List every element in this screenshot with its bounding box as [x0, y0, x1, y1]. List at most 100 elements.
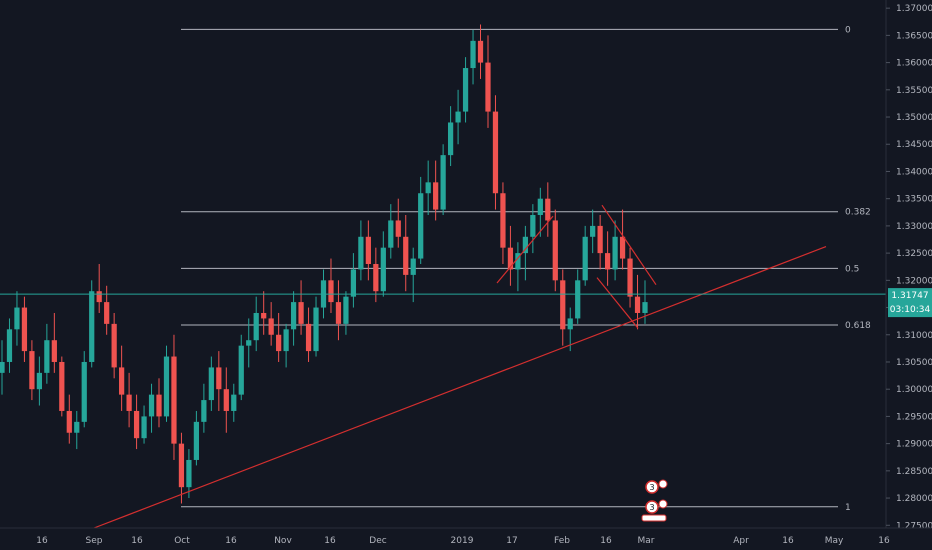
- candle-body: [403, 236, 409, 275]
- candle-body: [410, 258, 416, 275]
- trendline-flag-channel-lower[interactable]: [596, 277, 639, 329]
- fib-level-label: 1: [845, 503, 851, 513]
- candle-body: [388, 220, 394, 248]
- candle-body: [141, 416, 147, 439]
- time-axis-label: Feb: [554, 536, 570, 546]
- time-axis-label: Sep: [86, 536, 103, 546]
- event-marker-flag[interactable]: [641, 514, 667, 522]
- trendlines: [93, 204, 827, 529]
- candle-body: [238, 345, 244, 395]
- candle-body: [545, 198, 551, 221]
- candle-body: [0, 361, 5, 373]
- last-price-tag-bg: [888, 288, 932, 318]
- candle-body: [96, 291, 102, 303]
- time-axis: 16 Sep 16 Oct 16 Nov 16 Dec 2019 17 Feb 16 Mar Apr 16 M…: [0, 527, 932, 546]
- price-axis-label: 1.28500: [896, 467, 932, 477]
- time-axis-label: 16: [131, 536, 143, 546]
- candle-body: [6, 329, 13, 362]
- candle-body: [89, 291, 95, 362]
- time-axis-label: May: [825, 536, 844, 546]
- candle-body: [223, 389, 229, 411]
- event-markers[interactable]: 3 3: [641, 479, 668, 522]
- candle-body: [462, 68, 469, 112]
- candle-body: [313, 307, 319, 352]
- candle-body: [582, 236, 588, 281]
- candle-body: [447, 122, 454, 156]
- candle-body: [485, 62, 491, 112]
- price-axis-label: 1.29500: [896, 412, 932, 422]
- candle-body: [14, 307, 20, 330]
- candle-body: [148, 394, 155, 417]
- event-marker-lower[interactable]: 3: [641, 499, 668, 522]
- time-axis-label: 17: [506, 536, 517, 546]
- candle-body: [373, 264, 379, 292]
- candle-body: [492, 111, 499, 194]
- candle-body: [216, 367, 222, 390]
- time-axis-label: 16: [324, 536, 336, 546]
- price-axis-label: 1.35000: [896, 113, 932, 123]
- candle-body: [455, 111, 461, 123]
- candle-body: [298, 302, 304, 324]
- candle-body: [567, 318, 573, 330]
- event-marker-upper[interactable]: 3: [645, 479, 668, 494]
- trendline-flag-channel-upper[interactable]: [601, 204, 657, 286]
- price-axis-label: 1.29000: [896, 440, 932, 450]
- price-axis-label: 1.33000: [896, 222, 932, 232]
- candle-body: [36, 372, 43, 390]
- candle-body: [477, 40, 484, 63]
- time-axis-label: 16: [878, 536, 890, 546]
- time-axis-label: 16: [782, 536, 794, 546]
- candle-body: [44, 340, 50, 373]
- event-marker-secondary[interactable]: [658, 499, 668, 509]
- last-price-value: 1.31747: [891, 291, 928, 301]
- candle-body: [537, 198, 543, 216]
- price-candles: [0, 24, 648, 504]
- candle-body: [21, 307, 28, 352]
- fib-level-label: 0.5: [845, 264, 859, 274]
- candle-body: [522, 236, 528, 254]
- candle-body: [29, 351, 35, 390]
- candle-body: [634, 296, 641, 313]
- fib-level-label: 0.382: [845, 208, 871, 218]
- candle-body: [507, 247, 514, 270]
- candle-body: [81, 361, 87, 422]
- candle-body: [365, 236, 371, 264]
- candle-body: [126, 394, 132, 411]
- candle-body: [74, 421, 80, 433]
- event-marker-circle[interactable]: [645, 480, 659, 494]
- trendline-pullback-line[interactable]: [496, 215, 554, 284]
- candle-body: [261, 312, 267, 319]
- event-marker-circle[interactable]: [645, 500, 659, 514]
- candle-body: [612, 236, 618, 270]
- candle-body: [193, 421, 200, 460]
- trendline-ascending-support[interactable]: [93, 246, 827, 529]
- price-axis-label: 1.32000: [896, 276, 932, 286]
- price-axis-label: 1.27500: [896, 521, 932, 531]
- candle-body: [590, 225, 596, 237]
- time-axis-label: 16: [225, 536, 237, 546]
- candle-body: [276, 334, 282, 352]
- candle-body: [470, 40, 476, 69]
- candle-body: [253, 312, 259, 341]
- price-axis-label: 1.34000: [896, 167, 932, 177]
- candle-body: [560, 280, 566, 330]
- candle-body: [156, 394, 162, 417]
- candle-body: [433, 182, 439, 210]
- price-axis-label: 1.33500: [896, 195, 932, 205]
- candle-body: [604, 253, 611, 270]
- candle-body: [133, 410, 140, 439]
- candle-body: [104, 302, 110, 324]
- candle-body: [163, 356, 170, 417]
- price-axis-label: 1.37000: [896, 4, 932, 14]
- last-price-countdown: 03:10:34: [890, 305, 931, 315]
- candle-body: [283, 329, 289, 352]
- last-price-tag: 1.31747 03:10:34: [888, 288, 932, 318]
- price-axis-label: 1.32500: [896, 249, 932, 259]
- candle-body: [178, 443, 185, 488]
- price-axis-label: 1.36500: [896, 31, 932, 41]
- candle-body: [642, 302, 648, 313]
- candle-body: [343, 296, 349, 324]
- event-marker-secondary[interactable]: [658, 479, 668, 489]
